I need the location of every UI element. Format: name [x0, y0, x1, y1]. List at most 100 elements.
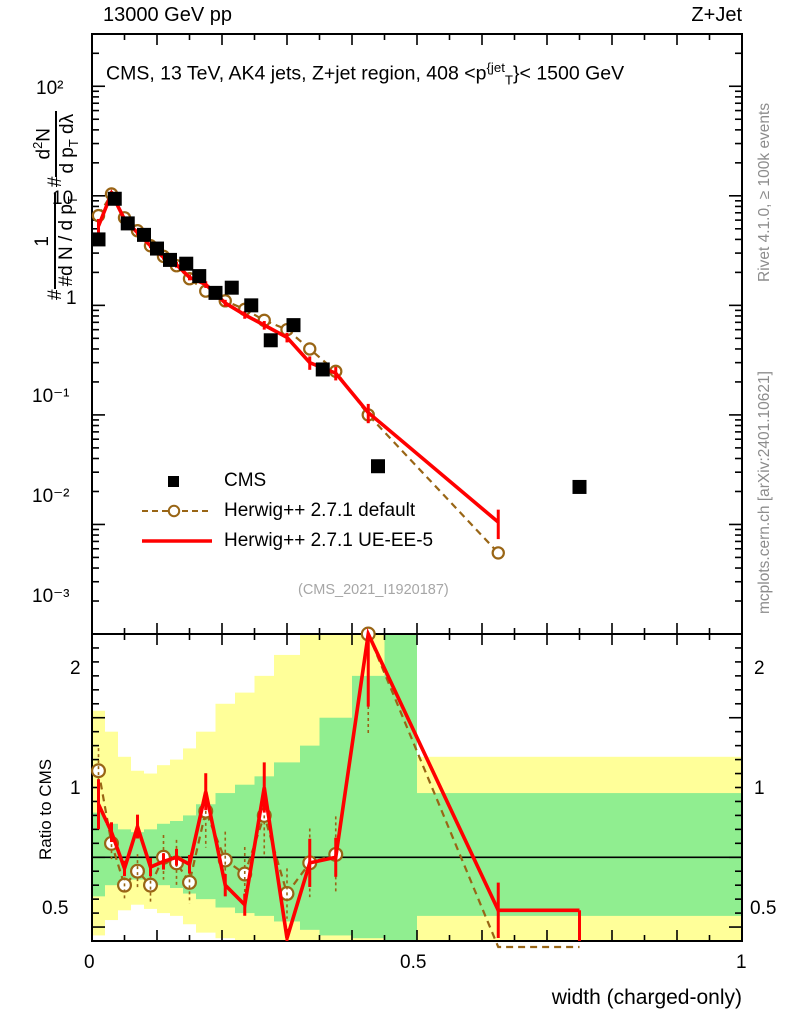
- xtick-0: 0: [84, 952, 95, 973]
- ratio-inner-uncertainty-band: [352, 675, 385, 939]
- ratio-outer-uncertainty-band: [144, 773, 157, 909]
- ratio-inner-uncertainty-band: [274, 762, 300, 922]
- main-ytick-1em2: 10⁻²: [32, 486, 70, 507]
- ratio-inner-uncertainty-band: [105, 823, 118, 886]
- ratio-outer-uncertainty-band: [215, 703, 235, 939]
- herwig-default-ratio-marker: [182, 874, 198, 890]
- analysis-id-watermark: (CMS_2021_I1920187): [298, 582, 449, 598]
- ratio-inner-uncertainty-band: [157, 823, 170, 886]
- legend-item-herwig-ueee5[interactable]: Herwig++ 2.7.1 UE-EE-5: [140, 526, 433, 556]
- herwig-default-main-marker: [491, 546, 505, 560]
- xtick-05: 0.5: [400, 952, 427, 973]
- x-axis-label: width (charged-only): [551, 986, 742, 1009]
- legend-item-cms[interactable]: CMS: [140, 466, 433, 496]
- cms-data-marker: [315, 362, 330, 377]
- cms-data-marker: [137, 227, 151, 242]
- ylabel-num-group: d2N: [30, 111, 55, 177]
- ylabel-hash-2: #: [55, 275, 77, 287]
- ratio-inner-uncertainty-band: [417, 793, 580, 916]
- main-ytick-1e2: 10²: [36, 78, 64, 99]
- ratio-inner-uncertainty-band: [300, 745, 320, 930]
- herwig-default-main-marker: [143, 239, 158, 253]
- legend-item-herwig-default[interactable]: Herwig++ 2.7.1 default: [140, 496, 433, 526]
- herwig-default-main-marker: [117, 211, 132, 225]
- cms-data-marker: [150, 241, 164, 256]
- herwig-default-main-marker: [303, 342, 317, 356]
- legend-key-dashed-circle: [140, 501, 214, 521]
- cms-data-marker: [244, 298, 259, 313]
- herwig-default-main-marker: [130, 224, 145, 238]
- main-ytick-10: 10: [52, 188, 74, 209]
- ratio-y-axis-label: Ratio to CMS: [36, 758, 55, 860]
- herwig-default-main-marker: [257, 313, 271, 328]
- herwig-default-ratio-marker: [360, 626, 376, 642]
- ratio-outer-uncertainty-band: [157, 765, 170, 914]
- ylabel-frac1-den: d pT dλ: [55, 110, 82, 177]
- herwig-default-main-marker: [238, 302, 252, 317]
- ratio-outer-uncertainty-band: [131, 770, 144, 905]
- ratio-ytick-1-left: 1: [70, 778, 81, 799]
- ratio-outer-uncertainty-band: [300, 634, 320, 941]
- cms-data-marker: [179, 256, 194, 271]
- herwig-default-ratio-marker: [156, 849, 172, 865]
- ratio-inner-uncertainty-band: [235, 784, 255, 914]
- ylabel-dpt: d p: [57, 147, 79, 174]
- herwig-default-ratio-marker: [279, 886, 295, 902]
- herwig-default-main-marker: [91, 208, 106, 223]
- legend-label-herwig-ueee5: Herwig++ 2.7.1 UE-EE-5: [224, 530, 434, 551]
- ratio-panel-frame: [91, 633, 743, 942]
- ratio-inner-uncertainty-band: [131, 832, 144, 880]
- cms-data-marker: [572, 479, 587, 494]
- herwig-default-ratio-marker: [116, 877, 132, 893]
- ratio-inner-uncertainty-band: [579, 793, 742, 916]
- ratio-outer-uncertainty-band: [579, 756, 742, 941]
- ylabel-one: 1: [31, 235, 53, 247]
- ratio-outer-uncertainty-band: [254, 675, 274, 941]
- herwig-default-main-marker: [104, 187, 119, 201]
- header-process-text: Z+Jet: [691, 4, 742, 26]
- ratio-outer-uncertainty-band: [274, 654, 300, 941]
- ylabel-dlambda: dλ: [57, 113, 79, 140]
- cms-data-marker: [107, 191, 122, 206]
- title-part-1: CMS, 13 TeV, AK4 jets, Z+jet region, 408…: [106, 62, 487, 85]
- ratio-ytick-2-right: 2: [754, 658, 765, 679]
- ratio-outer-uncertainty-band: [105, 731, 118, 921]
- herwig-default-ratio-line: [97, 629, 580, 949]
- legend: CMS Herwig++ 2.7.1 default Herwig++ 2.7.…: [140, 466, 433, 556]
- mcplots-source-text: mcplots.cern.ch [arXiv:2401.10621]: [756, 371, 773, 614]
- ratio-inner-uncertainty-band: [144, 829, 157, 883]
- ratio-outer-uncertainty-band: [235, 692, 255, 941]
- herwig-default-main-marker: [156, 249, 171, 264]
- herwig-default-ratio-marker: [143, 877, 159, 893]
- cms-data-marker: [120, 216, 135, 231]
- title-subscript: T: [504, 72, 514, 88]
- ratio-outer-uncertainty-band: [196, 731, 216, 933]
- ratio-inner-uncertainty-band: [196, 804, 216, 900]
- legend-key-square-marker: [140, 471, 214, 491]
- herwig-default-ratio-marker: [237, 866, 253, 882]
- herwig-default-ratio-marker: [90, 763, 106, 779]
- main-ytick-1: 1: [66, 288, 77, 309]
- ratio-ytick-2-left: 2: [70, 658, 81, 679]
- cms-data-marker: [208, 285, 223, 300]
- ratio-inner-uncertainty-band: [319, 717, 352, 936]
- ylabel-d: d: [33, 148, 55, 160]
- ratio-outer-uncertainty-band: [319, 634, 352, 941]
- herwig-ueee5-ratio-line: [96, 627, 580, 939]
- ylabel-d-sup: 2: [30, 141, 45, 149]
- ratio-inner-uncertainty-band: [215, 793, 235, 908]
- xtick-1: 1: [736, 952, 747, 973]
- herwig-default-main-marker: [218, 294, 232, 308]
- rivet-version-text: Rivet 4.1.0, ≥ 100k events: [756, 102, 773, 282]
- herwig-default-ratio-marker: [256, 807, 272, 823]
- ratio-inner-uncertainty-band: [384, 634, 417, 941]
- ratio-outer-uncertainty-band: [92, 710, 105, 936]
- legend-label-cms: CMS: [224, 470, 267, 491]
- ylabel-dpt-sub: T: [66, 139, 82, 148]
- herwig-default-main-marker: [199, 284, 213, 298]
- main-plot-title: CMS, 13 TeV, AK4 jets, Z+jet region, 408…: [106, 60, 624, 87]
- ratio-inner-uncertainty-band: [183, 815, 196, 894]
- ylabel-hash-1: #: [44, 289, 66, 300]
- ratio-outer-uncertainty-band: [170, 759, 183, 916]
- main-ytick-1em1: 10⁻¹: [32, 386, 70, 407]
